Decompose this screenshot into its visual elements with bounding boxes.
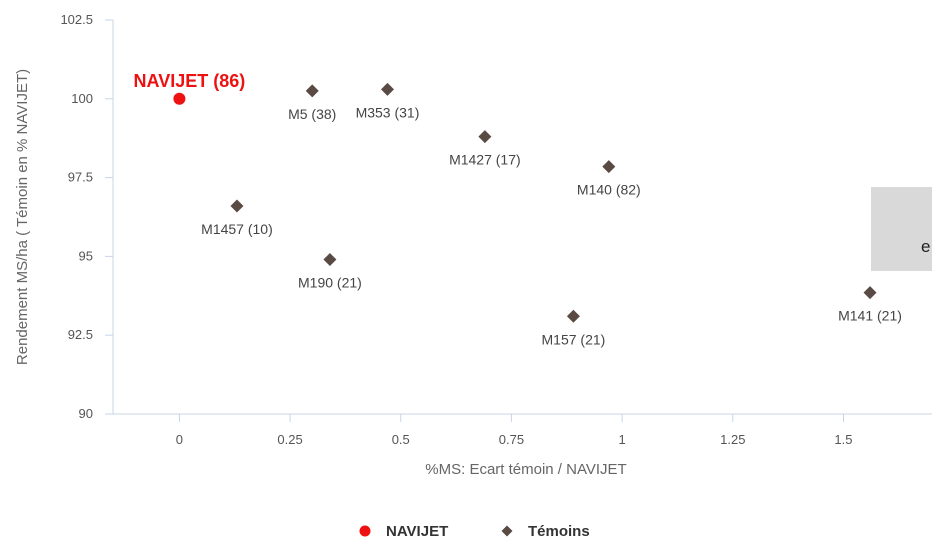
data-point-temoin bbox=[305, 84, 319, 98]
point-labels: NAVIJET (86) M5 (38) M353 (31) M1427 (17) M1… bbox=[134, 71, 902, 347]
data-point-temoin bbox=[566, 309, 580, 323]
x-tick-label: 1 bbox=[618, 432, 625, 447]
y-tick-label: 92.5 bbox=[68, 327, 93, 342]
x-axis-title: %MS: Ecart témoin / NAVIJET bbox=[425, 461, 626, 478]
legend-temoins-label: Témoins bbox=[528, 523, 590, 540]
y-tick-label: 90 bbox=[79, 406, 93, 421]
x-tick-label: 0.25 bbox=[277, 432, 302, 447]
data-label-temoin: M157 (21) bbox=[542, 331, 606, 347]
data-point-temoin bbox=[230, 199, 244, 213]
data-label-temoin: M353 (31) bbox=[356, 104, 420, 120]
x-tick-label: 0.75 bbox=[499, 432, 524, 447]
legend-navijet-marker bbox=[359, 525, 371, 537]
legend-navijet-label: NAVIJET bbox=[386, 523, 448, 540]
y-axis-title: Rendement MS/ha ( Témoin en % NAVIJET) bbox=[14, 69, 31, 365]
legend-temoins-marker bbox=[501, 525, 513, 537]
tooltip-text: e bbox=[921, 237, 931, 256]
data-points bbox=[173, 82, 877, 323]
data-point-temoin bbox=[863, 286, 877, 300]
axes: 90 92.5 95 97.5 100 102.5 0 0.25 0.5 0.75 1 1.25 1.5… bbox=[14, 12, 932, 478]
x-tick-label: 1.25 bbox=[720, 432, 745, 447]
data-point-temoin bbox=[478, 130, 492, 144]
data-label-temoin: M190 (21) bbox=[298, 275, 362, 291]
y-tick-label: 102.5 bbox=[60, 12, 93, 27]
data-point-temoin bbox=[602, 160, 616, 174]
y-tick-label: 95 bbox=[79, 248, 93, 263]
x-tick-label: 0.5 bbox=[392, 432, 410, 447]
data-label-temoin: M1457 (10) bbox=[201, 221, 273, 237]
data-label-temoin: M5 (38) bbox=[288, 106, 336, 122]
tooltip: e bbox=[871, 187, 932, 271]
y-tick-label: 100 bbox=[71, 91, 93, 106]
y-tick-label: 97.5 bbox=[68, 170, 93, 185]
x-tick-label: 1.5 bbox=[834, 432, 852, 447]
x-tick-label: 0 bbox=[176, 432, 183, 447]
data-point-temoin bbox=[323, 253, 337, 267]
data-label-temoin: M1427 (17) bbox=[449, 152, 521, 168]
data-point-temoin bbox=[380, 82, 394, 96]
data-label-temoin: M141 (21) bbox=[838, 308, 902, 324]
data-point-navijet bbox=[173, 92, 186, 105]
data-label-temoin: M140 (82) bbox=[577, 182, 641, 198]
legend: NAVIJET Témoins bbox=[359, 523, 590, 540]
data-label-navijet: NAVIJET (86) bbox=[134, 71, 246, 91]
